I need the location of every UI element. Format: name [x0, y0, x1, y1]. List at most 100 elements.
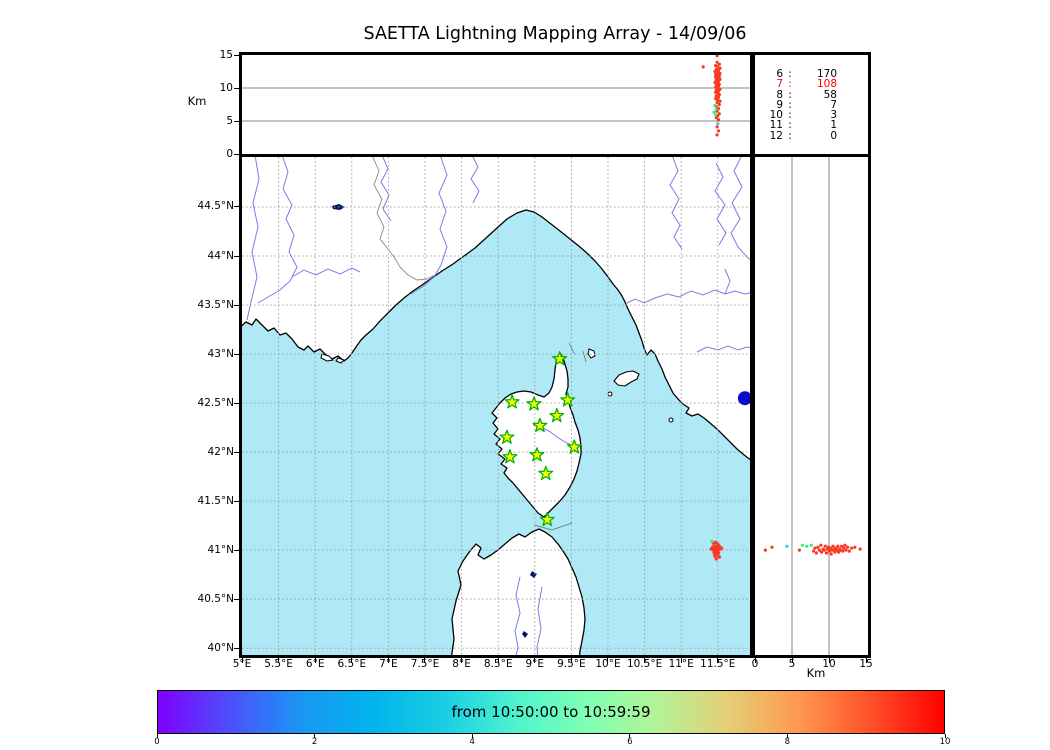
sources-late-dot	[827, 549, 831, 553]
sources-late-dot	[820, 550, 824, 554]
lon-tick-mark	[424, 658, 426, 663]
event-early-dot	[737, 391, 750, 406]
sources-late-dot	[813, 546, 817, 550]
lat-tick-mark	[234, 549, 239, 551]
altitude-level: 8	[776, 88, 783, 101]
sources-late-dot	[819, 543, 823, 547]
station-star-marker	[504, 394, 520, 409]
lon-tick-label: 10.5°E	[626, 658, 663, 670]
sources-late-dot	[714, 116, 718, 120]
lat-tick-mark	[234, 500, 239, 502]
source-count: 170	[816, 68, 837, 80]
sources-late-dot	[715, 133, 719, 137]
alt-tick-mark	[234, 120, 239, 122]
lat-tick-mark	[234, 598, 239, 600]
sources-late-dot	[717, 62, 721, 66]
right-alt-tick-label: 5	[788, 658, 796, 670]
alt-tick-label: 5	[226, 114, 233, 127]
lon-tick-mark	[314, 658, 316, 663]
lon-tick-label: 5.5°E	[264, 658, 293, 670]
source-count-row: 7:108	[767, 78, 837, 91]
alt-tick-mark	[234, 153, 239, 155]
lat-tick-mark	[234, 304, 239, 306]
right-alt-tick-label: 10	[822, 658, 836, 670]
lon-tick-label: 9.5°E	[557, 658, 586, 670]
sources-late-dot	[763, 548, 767, 552]
cluster-mid-dot	[710, 539, 714, 543]
station-star-marker	[566, 439, 582, 454]
corsica-coastline	[491, 352, 582, 518]
lat-tick-mark	[234, 206, 239, 208]
sources-late-dot	[717, 93, 721, 97]
station-star-marker	[552, 351, 568, 366]
right-alt-tick-label: 0	[751, 658, 759, 670]
colorbar-tick-label: 10	[939, 737, 951, 747]
lon-tick-mark	[351, 658, 353, 663]
station-star-marker	[499, 429, 515, 444]
sources-late-dot	[713, 69, 717, 74]
station-star-marker	[532, 417, 548, 433]
alt-tick-label: 0	[226, 147, 233, 160]
sources-late-dot	[715, 60, 719, 64]
elba-island	[613, 370, 640, 387]
sources-late-dot	[718, 99, 722, 103]
sources-late-dot	[823, 544, 827, 548]
sources-mid-dot	[712, 110, 716, 114]
lightning-source-markers	[709, 391, 750, 561]
sources-late-dot	[701, 65, 705, 69]
sources-late-dot	[840, 544, 844, 548]
lon-tick-mark	[680, 658, 682, 663]
lon-tick-label: 9°E	[525, 658, 545, 670]
right-panel-xlabel: Km	[806, 666, 826, 680]
sources-late-dot	[841, 549, 845, 553]
lon-tick-label: 8°E	[452, 658, 471, 670]
sources-late-dot	[831, 544, 835, 548]
lat-tick-label: 43.5°N	[197, 298, 234, 311]
lat-tick-mark	[234, 402, 239, 404]
time-range-label: from 10:50:00 to 10:59:59	[451, 703, 651, 721]
top-panel-ylabel: Km	[187, 94, 207, 108]
sources-mid-dot	[714, 113, 718, 117]
station-star-marker	[538, 465, 554, 481]
source-count-row: 12:0	[767, 130, 837, 141]
cluster-late-dot	[709, 547, 713, 551]
lon-tick-mark	[717, 658, 719, 663]
lat-tick-label: 43°N	[207, 347, 234, 360]
sources-early-dot	[785, 544, 789, 548]
station-star-marker	[549, 407, 565, 423]
cluster-late-dot	[713, 540, 718, 544]
maritime-lines	[533, 342, 587, 531]
altitude-level: 7	[776, 78, 783, 91]
source-count: 3	[830, 109, 837, 122]
sources-late-dot	[858, 547, 862, 551]
lon-tick-mark	[570, 658, 572, 663]
sources-late-dot	[833, 550, 837, 554]
sources-late-dot	[814, 551, 818, 555]
cluster-late-dot	[714, 557, 718, 561]
altitude-longitude-plot	[242, 55, 750, 137]
giglio-island	[668, 417, 674, 423]
lon-tick-label: 8.5°E	[483, 658, 513, 670]
sources-late-dot	[837, 550, 841, 554]
sources-late-dot	[716, 129, 721, 133]
colorbar-tick-label: 0	[154, 737, 160, 747]
alt-tick-mark	[234, 54, 239, 56]
lat-tick-label: 44°N	[207, 249, 234, 262]
altitude-level: 11	[769, 119, 783, 132]
sources-late-dot	[817, 548, 821, 552]
colorbar-tick-mark	[156, 734, 158, 738]
map-graticule	[242, 157, 750, 655]
sources-late-dot	[716, 95, 721, 99]
sources-late-dot	[853, 545, 857, 549]
alt-tick-mark	[234, 87, 239, 89]
source-count-row: 6:170	[767, 68, 837, 80]
station-star-marker	[539, 511, 555, 527]
sources-mid-dot	[800, 543, 804, 547]
sources-late-dot	[836, 544, 840, 548]
sources-late-dot	[842, 546, 846, 550]
figure-title: SAETTA Lightning Mapping Array - 14/09/0…	[363, 24, 747, 44]
colorbar-tick-mark	[786, 734, 788, 738]
colorbar-tick-mark	[471, 734, 473, 738]
lat-tick-label: 41.5°N	[197, 494, 234, 507]
lon-tick-label: 6°E	[305, 658, 325, 670]
